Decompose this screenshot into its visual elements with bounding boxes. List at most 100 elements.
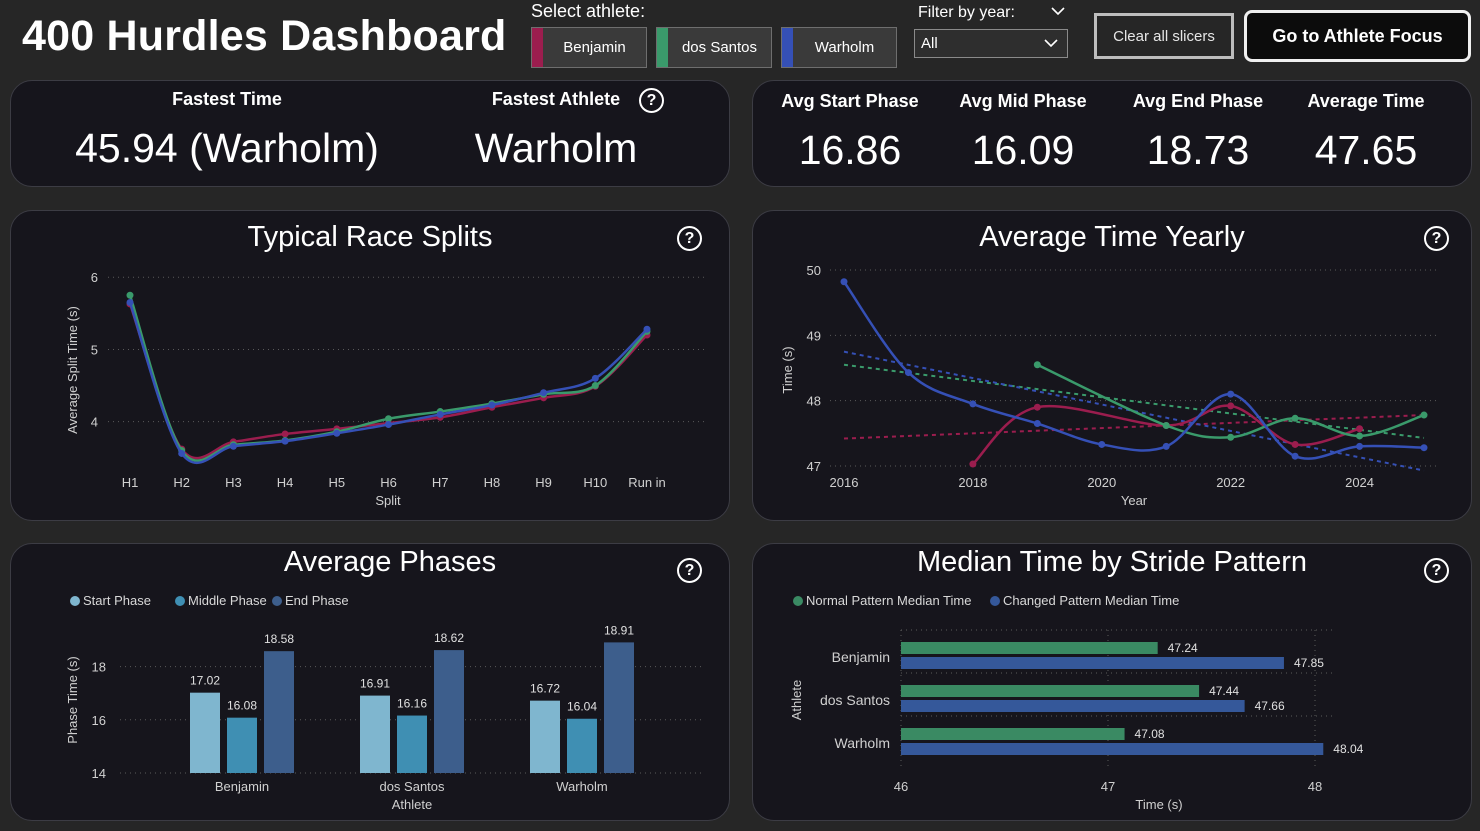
help-icon[interactable]: ? <box>677 558 702 583</box>
chevron-down-icon <box>1044 39 1058 48</box>
data-point <box>178 449 186 457</box>
data-point <box>1291 414 1299 422</box>
bar <box>397 715 427 773</box>
data-label: 16.72 <box>530 682 560 696</box>
chart-title: Average Phases <box>283 546 497 578</box>
data-point <box>1291 452 1299 460</box>
avg-start-phase-value: 16.86 <box>798 127 902 173</box>
bar <box>901 728 1125 740</box>
bar <box>901 642 1158 654</box>
help-icon[interactable]: ? <box>1424 226 1449 251</box>
data-label: 18.62 <box>434 631 464 645</box>
athlete-swatch <box>532 28 543 67</box>
avg-mid-phase-value: 16.09 <box>971 127 1075 173</box>
data-label: 18.58 <box>264 632 294 646</box>
select-athlete-label: Select athlete: <box>531 1 646 21</box>
data-label: 18.91 <box>604 623 634 637</box>
y-tick-label: 4 <box>91 415 98 430</box>
year-select-value: All <box>921 35 938 52</box>
legend-label: End Phase <box>285 593 349 608</box>
bar <box>227 717 257 773</box>
avg-end-phase-label: Avg End Phase <box>1132 91 1264 111</box>
data-point <box>1033 420 1041 428</box>
y-tick-label: dos Santos <box>820 692 890 708</box>
data-point <box>1033 361 1041 369</box>
filter-year-label: Filter by year: <box>918 4 1015 21</box>
data-point <box>126 299 134 306</box>
data-point <box>540 389 548 397</box>
help-icon[interactable]: ? <box>677 226 702 251</box>
y-tick-label: 47 <box>807 459 821 474</box>
card-yearly: Average Time Yearly ? <box>752 210 1472 521</box>
data-point <box>1356 442 1364 450</box>
x-tick-label: H2 <box>173 475 190 490</box>
athlete-button-label: Benjamin <box>563 39 626 56</box>
card-stride: Median Time by Stride Pattern ? <box>752 543 1472 821</box>
clear-slicers-button[interactable]: Clear all slicers <box>1094 13 1234 59</box>
year-select[interactable]: All <box>914 29 1068 58</box>
average-time-label: Average Time <box>1307 91 1425 111</box>
data-point <box>643 325 651 333</box>
x-tick-label: H1 <box>122 475 139 490</box>
average-time-value: 47.65 <box>1314 127 1418 173</box>
x-tick-label: H3 <box>225 475 242 490</box>
bar <box>434 650 464 773</box>
data-label: 16.91 <box>360 677 390 691</box>
y-axis-title: Time (s) <box>780 346 795 393</box>
chevron-down-icon[interactable] <box>1048 2 1068 20</box>
y-axis-title: Average Split Time (s) <box>65 306 80 434</box>
data-point <box>281 437 289 445</box>
series-line-benjamin <box>128 303 648 460</box>
series-line-dos-santos <box>128 294 648 462</box>
x-tick-label: 2022 <box>1216 475 1245 490</box>
x-axis-title: Split <box>375 493 401 508</box>
data-point <box>1356 432 1364 440</box>
data-label: 47.85 <box>1294 656 1324 670</box>
data-point <box>1033 403 1041 411</box>
data-point <box>1162 421 1170 429</box>
legend-label: Changed Pattern Median Time <box>1003 593 1179 608</box>
athlete-button-warholm[interactable]: Warholm <box>781 27 897 68</box>
bar <box>530 700 560 773</box>
bar <box>264 651 294 773</box>
y-tick-label: 49 <box>807 328 821 343</box>
series-line-dos-santos <box>1036 363 1425 439</box>
avg-mid-phase-label: Avg Mid Phase <box>959 91 1087 111</box>
data-point <box>385 421 392 429</box>
athlete-focus-button[interactable]: Go to Athlete Focus <box>1244 10 1471 62</box>
data-point <box>969 460 977 468</box>
avg-end-phase-value: 18.73 <box>1146 127 1250 173</box>
bar <box>901 743 1324 755</box>
data-point <box>385 415 392 423</box>
legend-label: Middle Phase <box>188 593 267 608</box>
trend-line-dos-santos <box>843 363 1425 439</box>
y-axis-title: Phase Time (s) <box>65 656 80 743</box>
series-line-warholm <box>128 302 648 464</box>
x-tick-label: 2024 <box>1345 475 1374 490</box>
y-axis-title: Athlete <box>789 680 804 720</box>
athlete-button-dos-santos[interactable]: dos Santos <box>656 27 772 68</box>
legend-label: Normal Pattern Median Time <box>806 593 971 608</box>
data-point <box>229 442 237 450</box>
data-point <box>1227 402 1235 410</box>
help-icon[interactable]: ? <box>1424 558 1449 583</box>
avg-start-phase-label: Avg Start Phase <box>781 91 919 111</box>
athlete-button-benjamin[interactable]: Benjamin <box>531 27 647 68</box>
x-tick-label: H7 <box>432 475 449 490</box>
y-tick-label: 16 <box>92 713 106 728</box>
x-tick-label: Benjamin <box>215 779 269 794</box>
bar <box>190 692 220 773</box>
legend-marker <box>990 596 1000 606</box>
x-tick-label: 47 <box>1101 779 1115 794</box>
data-label: 47.08 <box>1135 727 1165 741</box>
y-tick-label: 5 <box>91 342 98 357</box>
kpi-card-phases: Avg Start Phase 16.86 Avg Mid Phase 16.0… <box>752 80 1472 187</box>
data-label: 47.66 <box>1255 699 1285 713</box>
x-tick-label: H8 <box>484 475 501 490</box>
athlete-button-label: Warholm <box>814 39 875 56</box>
y-tick-label: 18 <box>92 660 106 675</box>
x-tick-label: 2016 <box>830 475 859 490</box>
legend-marker <box>70 596 80 606</box>
help-icon[interactable]: ? <box>639 88 664 113</box>
